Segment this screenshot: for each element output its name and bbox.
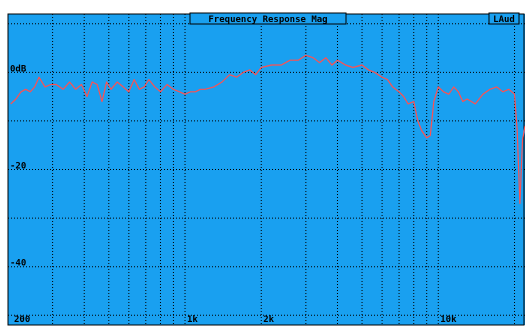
response-curve: [10, 54, 525, 205]
app-badge: LAud: [493, 15, 515, 25]
x-tick-label: 200: [14, 315, 30, 325]
x-tick-label: 1k: [187, 315, 198, 325]
title-box: [189, 12, 347, 25]
y-tick-label: -40: [10, 259, 26, 269]
y-tick-labels: 0dB -20 -40: [10, 64, 27, 268]
y-tick-label: -20: [10, 162, 26, 172]
x-tick-label: 10k: [440, 315, 457, 325]
badge-box: [488, 12, 520, 25]
x-tick-labels: 200 1k 2k 10k: [14, 315, 457, 325]
x-tick-label: 2k: [263, 315, 274, 325]
y-tick-label: 0dB: [10, 64, 27, 74]
chart-title: Frequency Response Mag: [208, 15, 327, 25]
